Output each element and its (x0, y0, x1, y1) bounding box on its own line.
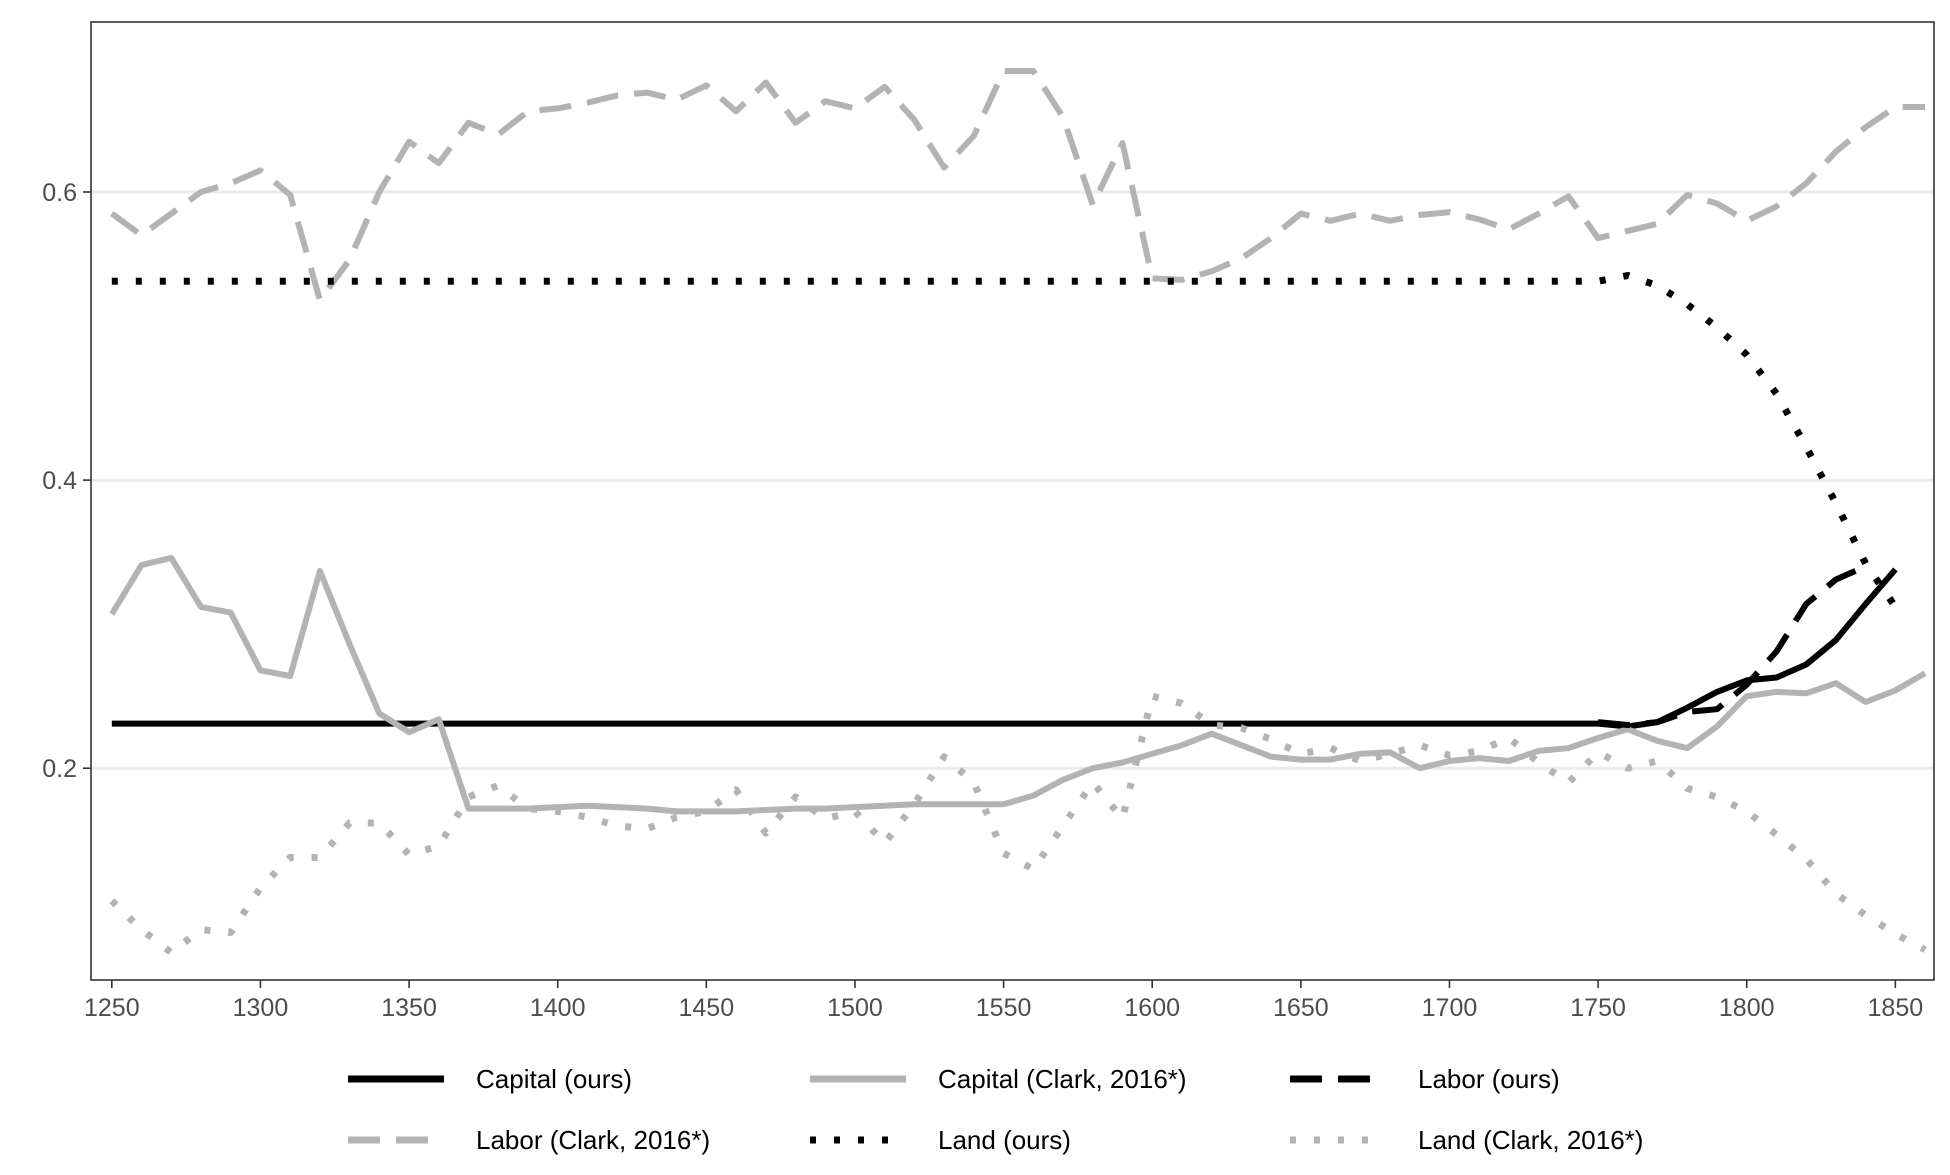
plot-panel-border (90, 21, 1935, 981)
x-tick-label: 1400 (530, 994, 586, 1022)
x-tick-label: 1500 (827, 994, 883, 1022)
series-line-labor-clark-2016 (110, 68, 1926, 303)
x-tick-label: 1450 (679, 994, 735, 1022)
y-tick-label: 0.2 (42, 755, 77, 783)
legend-label: Land (Clark, 2016*) (1418, 1125, 1643, 1155)
legend-item-land-ours: Land (ours) (810, 1125, 1071, 1155)
x-tick-label: 1550 (976, 994, 1032, 1022)
legend-item-land-clark-2016: Land (Clark, 2016*) (1290, 1125, 1643, 1155)
legend-item-capital-ours: Capital (ours) (348, 1064, 632, 1094)
x-tick-label: 1350 (381, 994, 437, 1022)
series-line-capital-clark-2016 (109, 554, 1927, 815)
x-tick-label: 1750 (1570, 994, 1626, 1022)
x-tick-label: 1700 (1422, 994, 1478, 1022)
x-tick-label: 1850 (1868, 994, 1924, 1022)
axes: 1250 1300 1350 1400 1450 1500 1550 1600 1650 1700… (42, 179, 1923, 1022)
legend-item-capital-clark-2016: Capital (Clark, 2016*) (810, 1064, 1187, 1094)
legend-item-labor-clark-2016: Labor (Clark, 2016*) (348, 1125, 710, 1155)
x-tick-label: 1600 (1124, 994, 1180, 1022)
legend-label: Labor (Clark, 2016*) (476, 1125, 710, 1155)
x-tick-label: 1650 (1273, 994, 1329, 1022)
y-tick-label: 0.4 (42, 467, 77, 495)
legend-label: Labor (ours) (1418, 1064, 1560, 1094)
series-lines (109, 68, 1927, 957)
legend-label: Capital (Clark, 2016*) (938, 1064, 1187, 1094)
x-tick-label: 1800 (1719, 994, 1775, 1022)
x-tick-label: 1250 (84, 994, 140, 1022)
legend-label: Land (ours) (938, 1125, 1071, 1155)
x-tick-label: 1300 (233, 994, 289, 1022)
legend: Capital (ours) Capital (Clark, 2016*) Labo… (348, 1064, 1643, 1155)
legend-item-labor-ours: Labor (ours) (1290, 1064, 1560, 1094)
legend-label: Capital (ours) (476, 1064, 632, 1094)
y-tick-label: 0.6 (42, 179, 77, 207)
